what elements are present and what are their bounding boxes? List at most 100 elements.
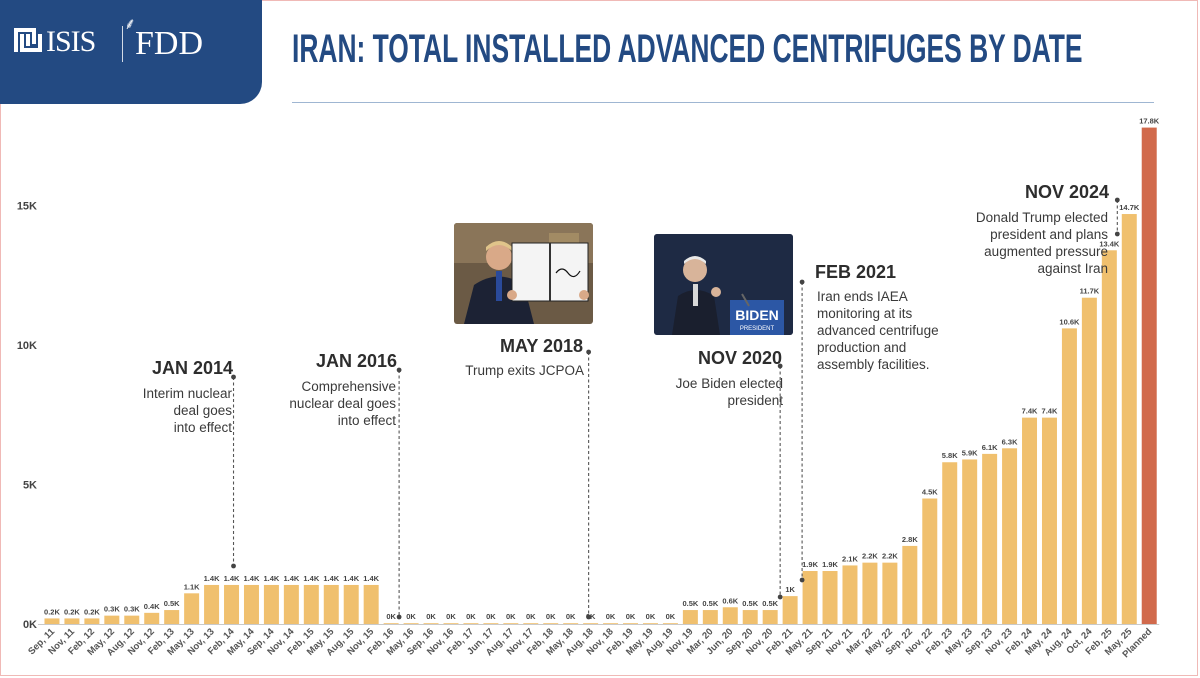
bar (503, 623, 519, 624)
bar-value-label: 0K (666, 612, 676, 621)
y-tick-label: 0K (23, 619, 37, 631)
bar-value-label: 0.5K (742, 599, 758, 608)
annotation-feb-2021-title: FEB 2021 (815, 262, 897, 282)
bar-value-label: 0K (506, 612, 516, 621)
annotation-feb-2021-body: Iran ends IAEA monitoring at its advance… (817, 288, 957, 373)
bar (243, 584, 259, 624)
y-tick-label: 10K (17, 340, 37, 352)
logo-divider (122, 26, 123, 62)
annotation-nov-2024-body: Donald Trump elected president and plans… (962, 209, 1108, 277)
annotation-dot (586, 614, 592, 620)
annotation-jan-2016-body: Comprehensive nuclear deal goes into eff… (270, 378, 396, 429)
bar-value-label: 0K (446, 612, 456, 621)
bar-value-label: 0.3K (104, 605, 120, 614)
annotation-line: Joe Biden elected (675, 376, 783, 391)
annotation-jan-2016-title: JAN 2016 (316, 351, 398, 371)
bar (443, 623, 459, 624)
annotation-jan-2014-title: JAN 2014 (152, 358, 234, 378)
annotation-line: Iran ends IAEA (817, 289, 908, 304)
bar (263, 584, 279, 624)
bar (782, 596, 798, 624)
biden-sign-text: BIDEN (735, 307, 779, 323)
annotation-dot (1114, 231, 1120, 237)
annotation-line: nuclear deal goes (289, 396, 396, 411)
annotation-dot (777, 594, 783, 600)
bar (184, 593, 200, 624)
bar-value-label: 0.6K (722, 596, 738, 605)
bar-value-label: 0.5K (164, 599, 180, 608)
bar-value-label: 4.5K (922, 488, 938, 497)
bar (762, 610, 778, 624)
annotation-nov-2020-title: NOV 2020 (698, 348, 783, 368)
bar (722, 607, 738, 624)
bar-value-label: 7.4K (1042, 407, 1058, 416)
bar (283, 584, 299, 624)
bar-value-label: 0K (486, 612, 496, 621)
bar (483, 623, 499, 624)
trump-photo-image (454, 223, 593, 324)
bar-value-label: 2.2K (862, 552, 878, 561)
annotation-dot (799, 577, 805, 583)
annotation-may-2018-body: Trump exits JCPOA (440, 362, 584, 379)
bar-value-label: 1.9K (802, 560, 818, 569)
biden-podium-photo: BIDEN PRESIDENT (654, 234, 793, 335)
annotation-dot (1114, 197, 1120, 203)
logo-banner: ISIS ⸙ FDD (0, 0, 262, 104)
bar (224, 584, 240, 624)
bar-value-label: 1K (785, 585, 795, 594)
bar (84, 618, 100, 624)
bar (363, 584, 379, 624)
bar-value-label: 2.2K (882, 552, 898, 561)
bar (44, 618, 60, 624)
annotation-line: augmented pressure (984, 244, 1108, 259)
bar-value-label: 2.1K (842, 554, 858, 563)
bar (1041, 417, 1057, 624)
bar-value-label: 0K (626, 612, 636, 621)
annotation-line: Interim nuclear (142, 386, 232, 401)
bar-value-label: 0.3K (124, 605, 140, 614)
bar (563, 623, 579, 624)
annotation-nov-2020-body: Joe Biden elected president (650, 375, 783, 409)
bar (1121, 214, 1137, 625)
bar-value-label: 5.9K (962, 448, 978, 457)
bar-value-label: 0K (546, 612, 556, 621)
bar (623, 623, 639, 624)
bar (124, 615, 140, 624)
bar-value-label: 0K (406, 612, 416, 621)
bar-value-label: 1.4K (283, 574, 299, 583)
page-title: IRAN: TOTAL INSTALLED ADVANCED CENTRIFUG… (292, 27, 1083, 71)
annotation-line: monitoring at its (817, 306, 913, 321)
biden-photo-image: BIDEN PRESIDENT (654, 234, 793, 335)
annotation-jan-2014-body: Interim nuclear deal goes into effect (110, 385, 232, 436)
bar-value-label: 0.5K (762, 599, 778, 608)
bar (862, 562, 878, 624)
bar (922, 498, 938, 624)
bar (104, 615, 120, 624)
annotation-dot (799, 279, 805, 285)
annotation-line: Donald Trump elected (975, 210, 1108, 225)
bar (383, 623, 399, 624)
annotation-line: into effect (173, 420, 232, 435)
annotation-line: production and (817, 340, 907, 355)
bar (543, 623, 559, 624)
planned-bar (1141, 127, 1157, 625)
annotation-line: assembly facilities. (817, 357, 930, 372)
bar-value-label: 17.8K (1139, 117, 1160, 126)
bar-value-label: 0.2K (84, 607, 100, 616)
bar-value-label: 1.4K (323, 574, 339, 583)
annotation-dot (396, 614, 402, 620)
bar (1002, 448, 1018, 624)
annotation-nov-2024-title: NOV 2024 (1025, 182, 1110, 202)
bar (942, 462, 958, 624)
bar (742, 610, 758, 624)
annotation-dot (231, 374, 236, 380)
bar-value-label: 0K (526, 612, 536, 621)
annotation-line: advanced centrifuge (817, 323, 939, 338)
bar (164, 610, 180, 624)
bar-value-label: 5.8K (942, 451, 958, 460)
bar (842, 565, 858, 624)
bar (802, 571, 818, 624)
bar (603, 623, 619, 624)
bar (882, 562, 898, 624)
